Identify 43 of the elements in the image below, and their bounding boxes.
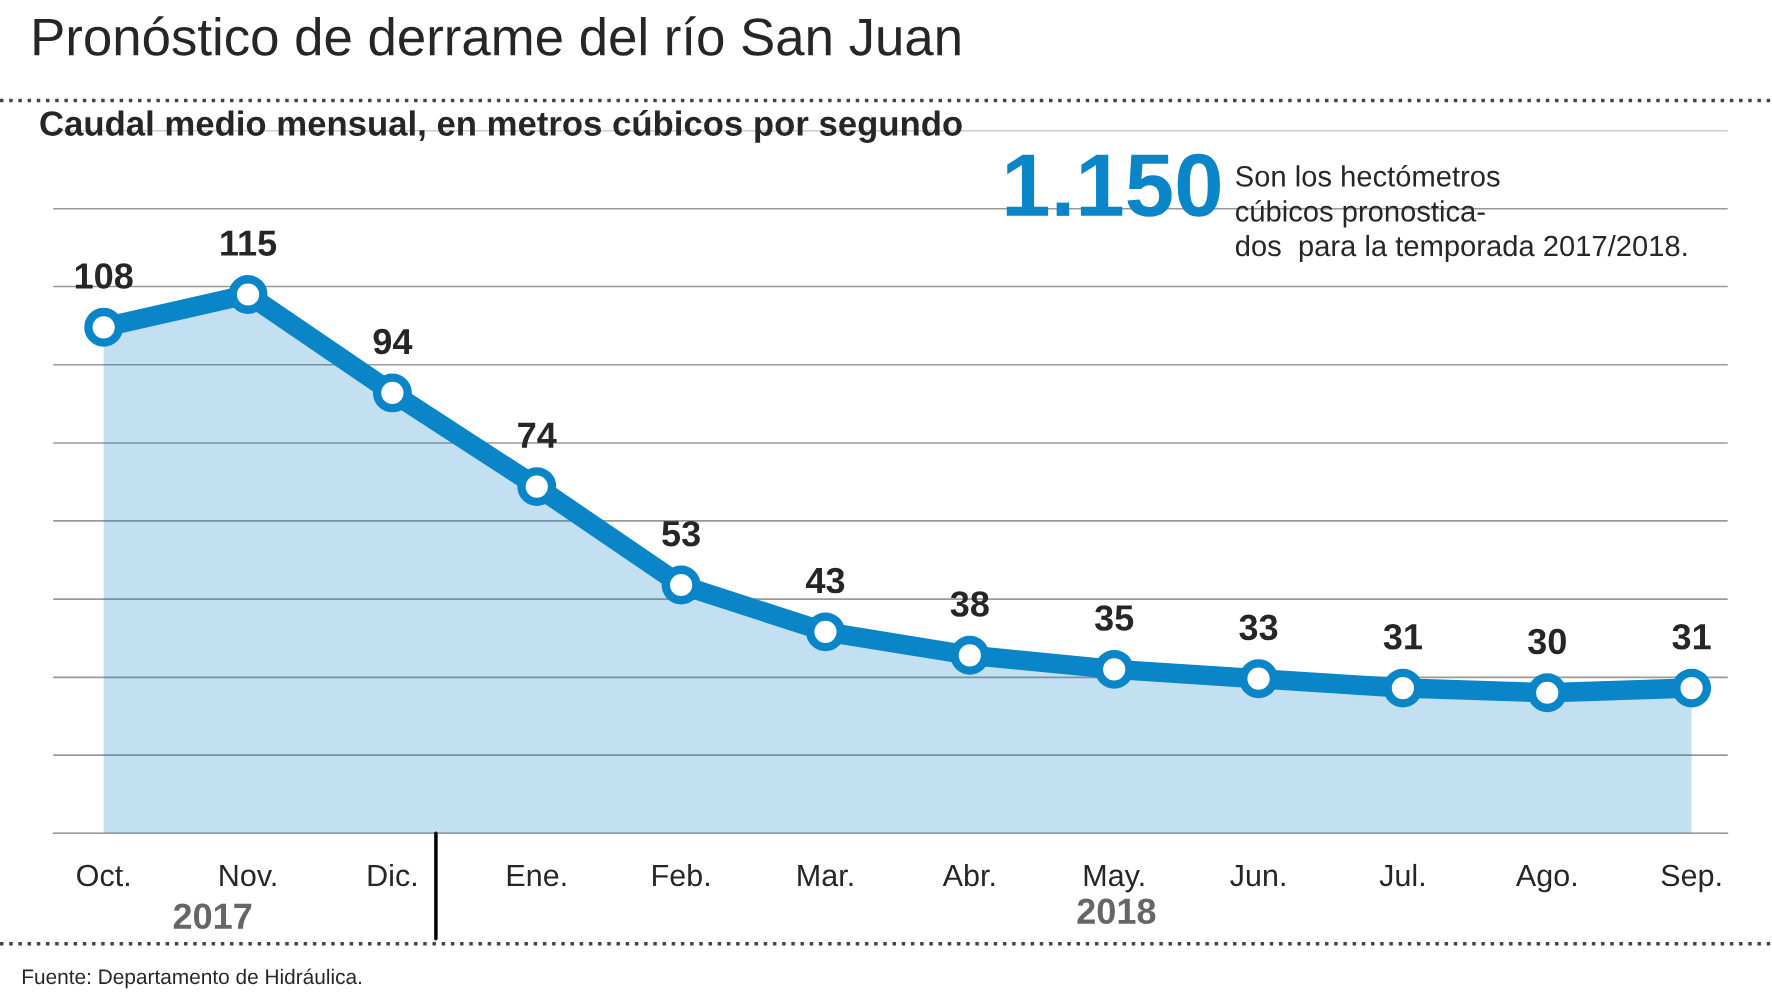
x-tick-label: Ago. — [1515, 865, 1576, 893]
point — [1239, 659, 1278, 699]
x-tick-label: Oct. — [77, 864, 129, 887]
data-label: 43 — [805, 567, 845, 594]
data-label: 33 — [1239, 614, 1278, 641]
x-tick-label: Ene. — [507, 865, 566, 887]
data-label: 108 — [75, 263, 133, 289]
x-tick-label: Jun. — [1230, 865, 1285, 887]
point — [1672, 668, 1712, 708]
x-tick-label: Nov. — [220, 865, 276, 887]
data-label: 31 — [1383, 623, 1422, 650]
point — [1383, 668, 1423, 708]
point — [1527, 673, 1567, 713]
data-label: 35 — [1094, 605, 1134, 631]
point — [661, 565, 701, 605]
x-tick-label: Abr. — [942, 863, 995, 887]
point — [228, 275, 268, 314]
point — [84, 307, 124, 347]
x-tick-label: Mar. — [798, 865, 853, 887]
data-label: 74 — [518, 422, 557, 448]
data-label: 94 — [373, 328, 413, 355]
text: 2017 — [173, 903, 252, 930]
chart-title: Pronóstico de derrame del río San Juan — [34, 16, 960, 56]
point — [372, 373, 412, 413]
x-tick-label: Jul. — [1379, 863, 1424, 887]
data-label: 53 — [662, 520, 700, 547]
point — [806, 612, 845, 652]
data-label: 30 — [1528, 628, 1566, 655]
text: 2018 — [1077, 898, 1156, 925]
data-label: 31 — [1672, 623, 1711, 650]
chart-subtitle: Caudal medio mensual, en metros cúbicos por segundo — [40, 110, 962, 143]
x-tick-label: Sep. — [1661, 864, 1721, 893]
data-label: 38 — [950, 591, 989, 617]
data-label: 115 — [221, 230, 277, 256]
x-tick-label: Dic. — [368, 863, 416, 887]
point — [517, 467, 557, 507]
annotation: 1.150 — [1006, 153, 1220, 217]
annotation: Son los hectómetros cúbicos pronostica- dos para la temporada 2017/2018. — [1235, 164, 1687, 263]
x-tick-label: May. — [1084, 865, 1144, 893]
source-note: Fuente: Departamento de Hidráulica. — [22, 968, 361, 989]
x-tick-label: Feb. — [653, 863, 709, 887]
point — [1094, 649, 1134, 689]
point — [950, 635, 990, 675]
